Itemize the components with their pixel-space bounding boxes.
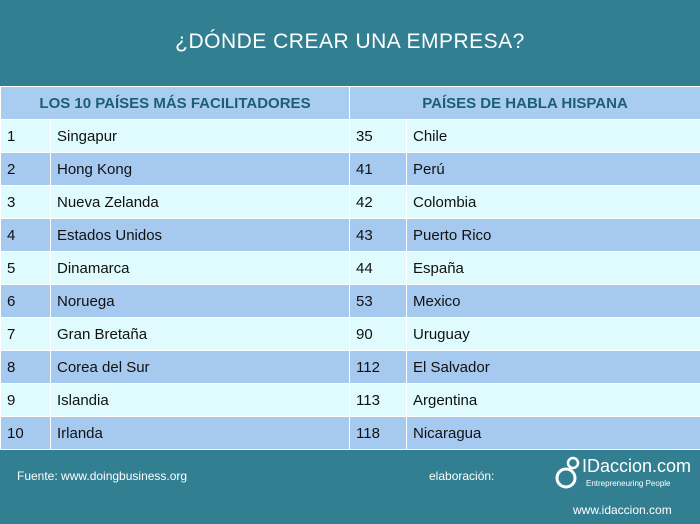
rank-hispanic-cell: 43 (349, 218, 407, 252)
header-spanish-speaking: PAÍSES DE HABLA HISPANA (348, 86, 700, 120)
country-top10-cell: Nueva Zelanda (50, 185, 350, 219)
country-hispanic-cell: Puerto Rico (405, 218, 700, 252)
country-hispanic-cell: España (405, 251, 700, 285)
country-top10-cell: Estados Unidos (50, 218, 350, 252)
rank-top10-cell: 6 (0, 284, 51, 318)
elaboration-label: elaboración: (429, 469, 495, 483)
table-row: 1 Singapur 35 Chile (0, 119, 700, 153)
rank-hispanic-cell: 90 (349, 317, 407, 351)
rank-top10-cell: 2 (0, 152, 51, 186)
table-row: 9 Islandia 113 Argentina (0, 383, 700, 417)
rank-hispanic-cell: 118 (349, 416, 407, 450)
website-url: www.idaccion.com (573, 503, 672, 517)
country-hispanic-cell: Colombia (405, 185, 700, 219)
rank-hispanic-cell: 53 (349, 284, 407, 318)
country-top10-cell: Corea del Sur (50, 350, 350, 384)
rank-top10-cell: 3 (0, 185, 51, 219)
header-top-10: LOS 10 PAÍSES MÁS FACILITADORES (0, 86, 350, 120)
rank-hispanic-cell: 44 (349, 251, 407, 285)
country-top10-cell: Islandia (50, 383, 350, 417)
table-row: 8 Corea del Sur 112 El Salvador (0, 350, 700, 384)
country-top10-cell: Irlanda (50, 416, 350, 450)
country-hispanic-cell: El Salvador (405, 350, 700, 384)
rank-top10-cell: 7 (0, 317, 51, 351)
country-hispanic-cell: Chile (405, 119, 700, 153)
rank-top10-cell: 4 (0, 218, 51, 252)
rank-hispanic-cell: 42 (349, 185, 407, 219)
table-row: 10 Irlanda 118 Nicaragua (0, 416, 700, 450)
country-hispanic-cell: Uruguay (405, 317, 700, 351)
rank-top10-cell: 1 (0, 119, 51, 153)
table-row: 3 Nueva Zelanda 42 Colombia (0, 185, 700, 219)
country-top10-cell: Dinamarca (50, 251, 350, 285)
logo-mark-icon (555, 456, 580, 489)
table-row: 5 Dinamarca 44 España (0, 251, 700, 285)
rank-hispanic-cell: 113 (349, 383, 407, 417)
ranking-table: LOS 10 PAÍSES MÁS FACILITADORES PAÍSES D… (0, 86, 700, 450)
idaccion-logo: IDaccion.com Entrepreneuring People (554, 454, 694, 498)
rank-top10-cell: 9 (0, 383, 51, 417)
rank-hispanic-cell: 112 (349, 350, 407, 384)
rank-top10-cell: 10 (0, 416, 51, 450)
country-hispanic-cell: Nicaragua (405, 416, 700, 450)
logo-text: IDaccion.com (582, 456, 692, 476)
country-top10-cell: Gran Bretaña (50, 317, 350, 351)
table-row: 6 Noruega 53 Mexico (0, 284, 700, 318)
country-top10-cell: Hong Kong (50, 152, 350, 186)
table-row: 7 Gran Bretaña 90 Uruguay (0, 317, 700, 351)
table-header-row: LOS 10 PAÍSES MÁS FACILITADORES PAÍSES D… (0, 86, 700, 120)
country-hispanic-cell: Mexico (405, 284, 700, 318)
rank-top10-cell: 5 (0, 251, 51, 285)
table-row: 4 Estados Unidos 43 Puerto Rico (0, 218, 700, 252)
table-row: 2 Hong Kong 41 Perú (0, 152, 700, 186)
rank-hispanic-cell: 35 (349, 119, 407, 153)
page-title: ¿DÓNDE CREAR UNA EMPRESA? (175, 30, 525, 53)
country-top10-cell: Noruega (50, 284, 350, 318)
rank-hispanic-cell: 41 (349, 152, 407, 186)
country-hispanic-cell: Argentina (405, 383, 700, 417)
rank-top10-cell: 8 (0, 350, 51, 384)
logo-tagline: Entrepreneuring People (586, 479, 671, 488)
country-hispanic-cell: Perú (405, 152, 700, 186)
country-top10-cell: Singapur (50, 119, 350, 153)
source-note: Fuente: www.doingbusiness.org (17, 469, 188, 483)
